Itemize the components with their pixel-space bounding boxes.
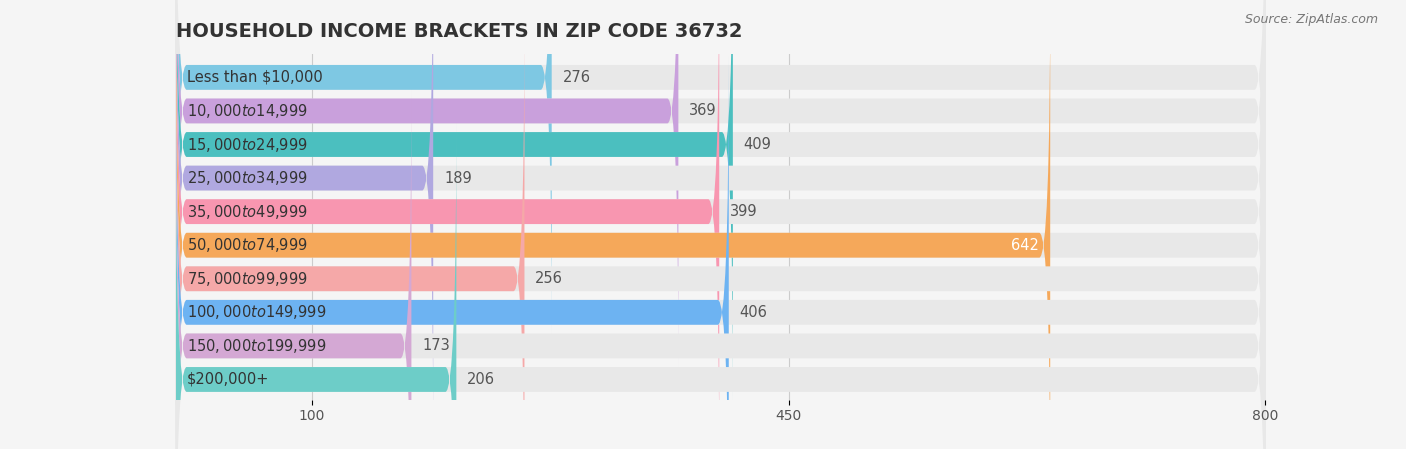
FancyBboxPatch shape xyxy=(176,0,678,367)
FancyBboxPatch shape xyxy=(176,0,1265,334)
FancyBboxPatch shape xyxy=(176,22,1265,449)
Text: $200,000+: $200,000+ xyxy=(187,372,269,387)
FancyBboxPatch shape xyxy=(176,123,457,449)
FancyBboxPatch shape xyxy=(176,0,1050,449)
FancyBboxPatch shape xyxy=(176,22,524,449)
Text: Less than $10,000: Less than $10,000 xyxy=(187,70,322,85)
Text: 256: 256 xyxy=(536,271,564,286)
Text: 369: 369 xyxy=(689,103,717,119)
Text: 399: 399 xyxy=(730,204,758,219)
FancyBboxPatch shape xyxy=(176,0,733,401)
Text: 206: 206 xyxy=(467,372,495,387)
FancyBboxPatch shape xyxy=(176,123,1265,449)
Text: 189: 189 xyxy=(444,171,472,185)
Text: 406: 406 xyxy=(740,305,768,320)
FancyBboxPatch shape xyxy=(176,0,1265,449)
Text: $35,000 to $49,999: $35,000 to $49,999 xyxy=(187,202,308,220)
FancyBboxPatch shape xyxy=(176,0,433,434)
Text: $75,000 to $99,999: $75,000 to $99,999 xyxy=(187,270,308,288)
FancyBboxPatch shape xyxy=(176,90,1265,449)
Text: $25,000 to $34,999: $25,000 to $34,999 xyxy=(187,169,308,187)
FancyBboxPatch shape xyxy=(176,0,1265,449)
FancyBboxPatch shape xyxy=(176,56,1265,449)
FancyBboxPatch shape xyxy=(176,0,1265,434)
Text: 409: 409 xyxy=(744,137,772,152)
FancyBboxPatch shape xyxy=(176,0,1265,367)
FancyBboxPatch shape xyxy=(176,56,728,449)
FancyBboxPatch shape xyxy=(176,0,1265,401)
Text: $15,000 to $24,999: $15,000 to $24,999 xyxy=(187,136,308,154)
Text: $10,000 to $14,999: $10,000 to $14,999 xyxy=(187,102,308,120)
FancyBboxPatch shape xyxy=(176,0,720,449)
Text: $50,000 to $74,999: $50,000 to $74,999 xyxy=(187,236,308,254)
Text: 642: 642 xyxy=(1011,238,1039,253)
FancyBboxPatch shape xyxy=(176,0,551,334)
Text: Source: ZipAtlas.com: Source: ZipAtlas.com xyxy=(1244,13,1378,26)
Text: 173: 173 xyxy=(422,339,450,353)
Text: 276: 276 xyxy=(562,70,591,85)
Text: $100,000 to $149,999: $100,000 to $149,999 xyxy=(187,304,326,321)
Text: HOUSEHOLD INCOME BRACKETS IN ZIP CODE 36732: HOUSEHOLD INCOME BRACKETS IN ZIP CODE 36… xyxy=(176,22,742,41)
Text: $150,000 to $199,999: $150,000 to $199,999 xyxy=(187,337,326,355)
FancyBboxPatch shape xyxy=(176,90,412,449)
